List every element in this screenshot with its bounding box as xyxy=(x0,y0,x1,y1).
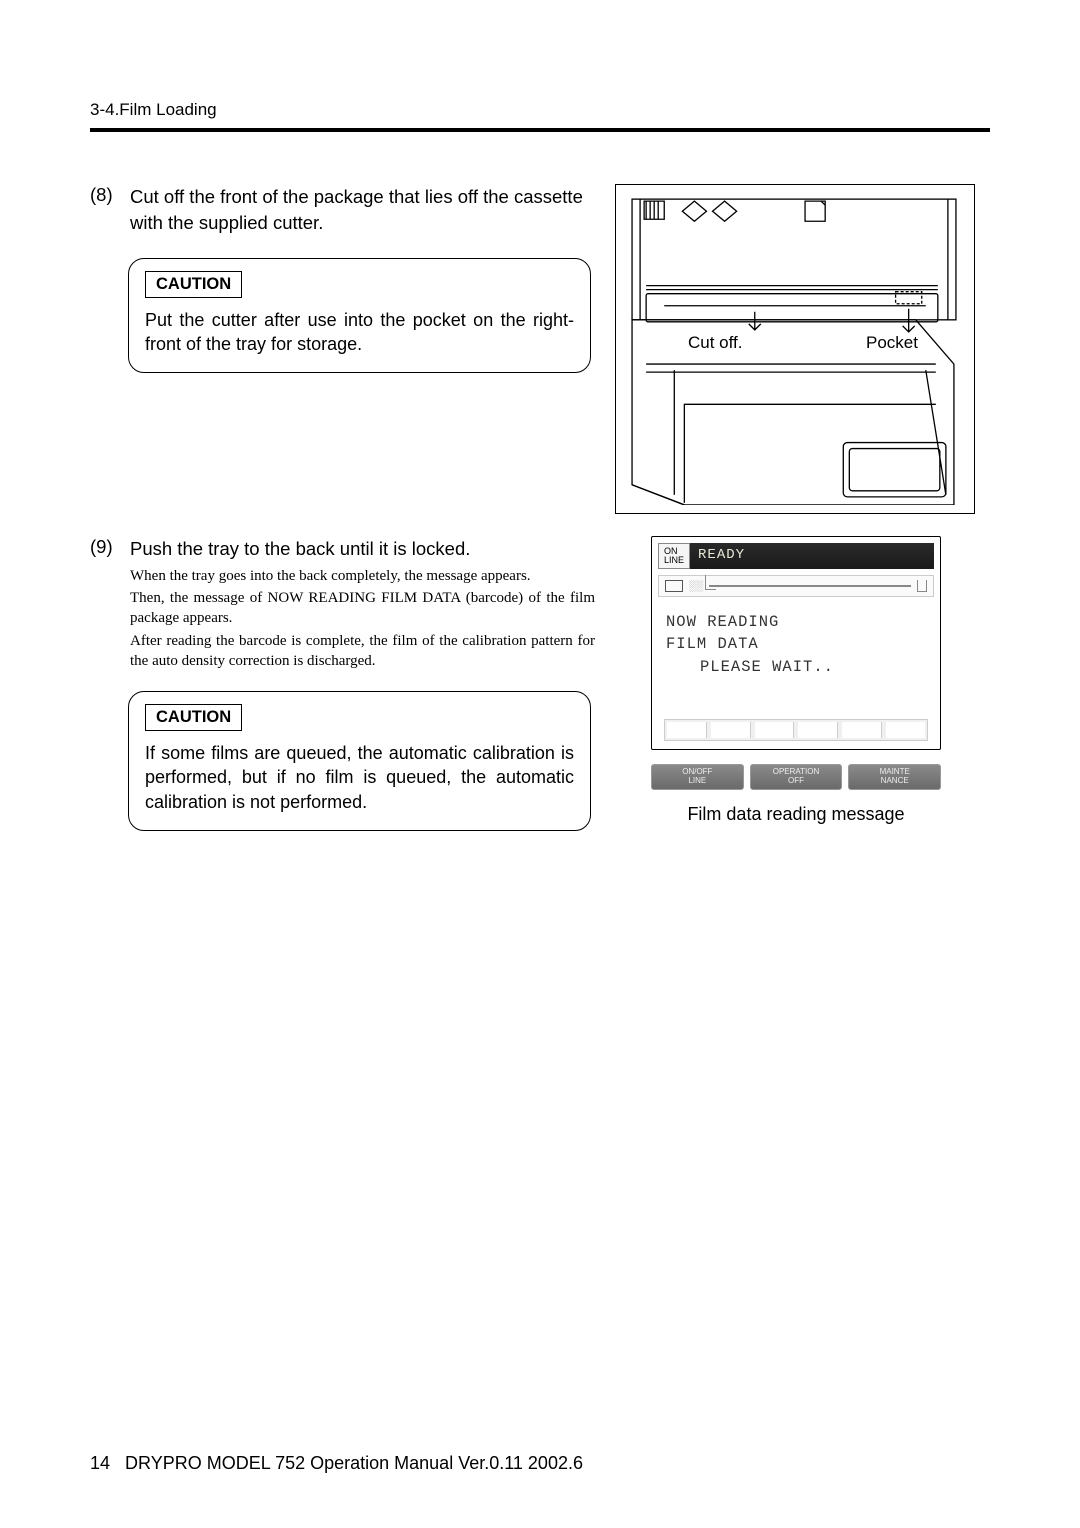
queue-slot xyxy=(755,722,795,738)
lcd-btn-online[interactable]: ON/OFF LINE xyxy=(651,764,744,790)
section-header: 3-4.Film Loading xyxy=(90,100,990,120)
step9-text: Push the tray to the back until it is lo… xyxy=(130,536,595,562)
output-icon xyxy=(917,580,927,592)
step8-body: Cut off the front of the package that li… xyxy=(130,184,595,240)
lcd-msg-line3: PLEASE WAIT.. xyxy=(700,656,926,678)
progress-line-icon xyxy=(709,585,911,587)
step9-sub1: When the tray goes into the back complet… xyxy=(130,566,595,586)
lcd-panel: ON LINE READY ░░ NOW READING FILM DATA P… xyxy=(651,536,941,825)
step9-caution-text: If some films are queued, the automatic … xyxy=(145,741,574,814)
step8-number: (8) xyxy=(90,184,120,240)
lcd-topbar: ON LINE READY xyxy=(658,543,934,569)
header-rule xyxy=(90,128,990,132)
step9-number: (9) xyxy=(90,536,120,673)
lcd-btn-maintenance[interactable]: MAINTE NANCE xyxy=(848,764,941,790)
lcd-ready-label: READY xyxy=(690,543,934,569)
dots-icon: ░░ xyxy=(689,581,703,592)
step9-item: (9) Push the tray to the back until it i… xyxy=(90,536,595,673)
label-cutoff: Cut off. xyxy=(688,333,743,353)
queue-slot xyxy=(886,722,925,738)
queue-slot xyxy=(711,722,751,738)
step8-text: Cut off the front of the package that li… xyxy=(130,184,595,236)
lcd-online-indicator: ON LINE xyxy=(658,543,690,569)
step9-right: ON LINE READY ░░ NOW READING FILM DATA P… xyxy=(615,536,990,831)
lcd-outer: ON LINE READY ░░ NOW READING FILM DATA P… xyxy=(651,536,941,750)
step8-item: (8) Cut off the front of the package tha… xyxy=(90,184,595,240)
queue-slot xyxy=(798,722,838,738)
step8-row: (8) Cut off the front of the package tha… xyxy=(90,184,990,514)
page-number: 14 xyxy=(90,1453,110,1473)
queue-slot xyxy=(842,722,882,738)
tray-icon xyxy=(665,580,683,592)
lcd-button-row: ON/OFF LINE OPERATION OFF MAINTE NANCE xyxy=(651,764,941,790)
step9-caution-box: CAUTION If some films are queued, the au… xyxy=(128,691,591,831)
lcd-queue-bar xyxy=(664,719,928,741)
step9-row: (9) Push the tray to the back until it i… xyxy=(90,536,990,831)
step8-left: (8) Cut off the front of the package tha… xyxy=(90,184,595,514)
step8-right: Cut off. Pocket xyxy=(615,184,990,514)
lcd-caption: Film data reading message xyxy=(651,804,941,825)
page-footer: 14 DRYPRO MODEL 752 Operation Manual Ver… xyxy=(90,1453,583,1474)
lcd-msg-line2: FILM DATA xyxy=(666,633,926,655)
step9-sub2: Then, the message of NOW READING FILM DA… xyxy=(130,588,595,629)
lcd-icon-row: ░░ xyxy=(658,575,934,597)
step9-sub3: After reading the barcode is complete, t… xyxy=(130,631,595,672)
step9-caution-label: CAUTION xyxy=(145,704,242,731)
page-container: 3-4.Film Loading (8) Cut off the front o… xyxy=(0,0,1080,901)
step9-left: (9) Push the tray to the back until it i… xyxy=(90,536,595,831)
lcd-message-area: NOW READING FILM DATA PLEASE WAIT.. xyxy=(658,605,934,715)
cassette-diagram: Cut off. Pocket xyxy=(615,184,975,514)
step9-body: Push the tray to the back until it is lo… xyxy=(130,536,595,673)
lcd-msg-line1: NOW READING xyxy=(666,611,926,633)
step8-caution-label: CAUTION xyxy=(145,271,242,298)
step8-caution-box: CAUTION Put the cutter after use into th… xyxy=(128,258,591,374)
step8-caution-text: Put the cutter after use into the pocket… xyxy=(145,308,574,357)
lcd-btn-operation[interactable]: OPERATION OFF xyxy=(750,764,843,790)
label-pocket: Pocket xyxy=(866,333,918,353)
doc-title: DRYPRO MODEL 752 Operation Manual Ver.0.… xyxy=(125,1453,583,1473)
queue-slot xyxy=(667,722,707,738)
